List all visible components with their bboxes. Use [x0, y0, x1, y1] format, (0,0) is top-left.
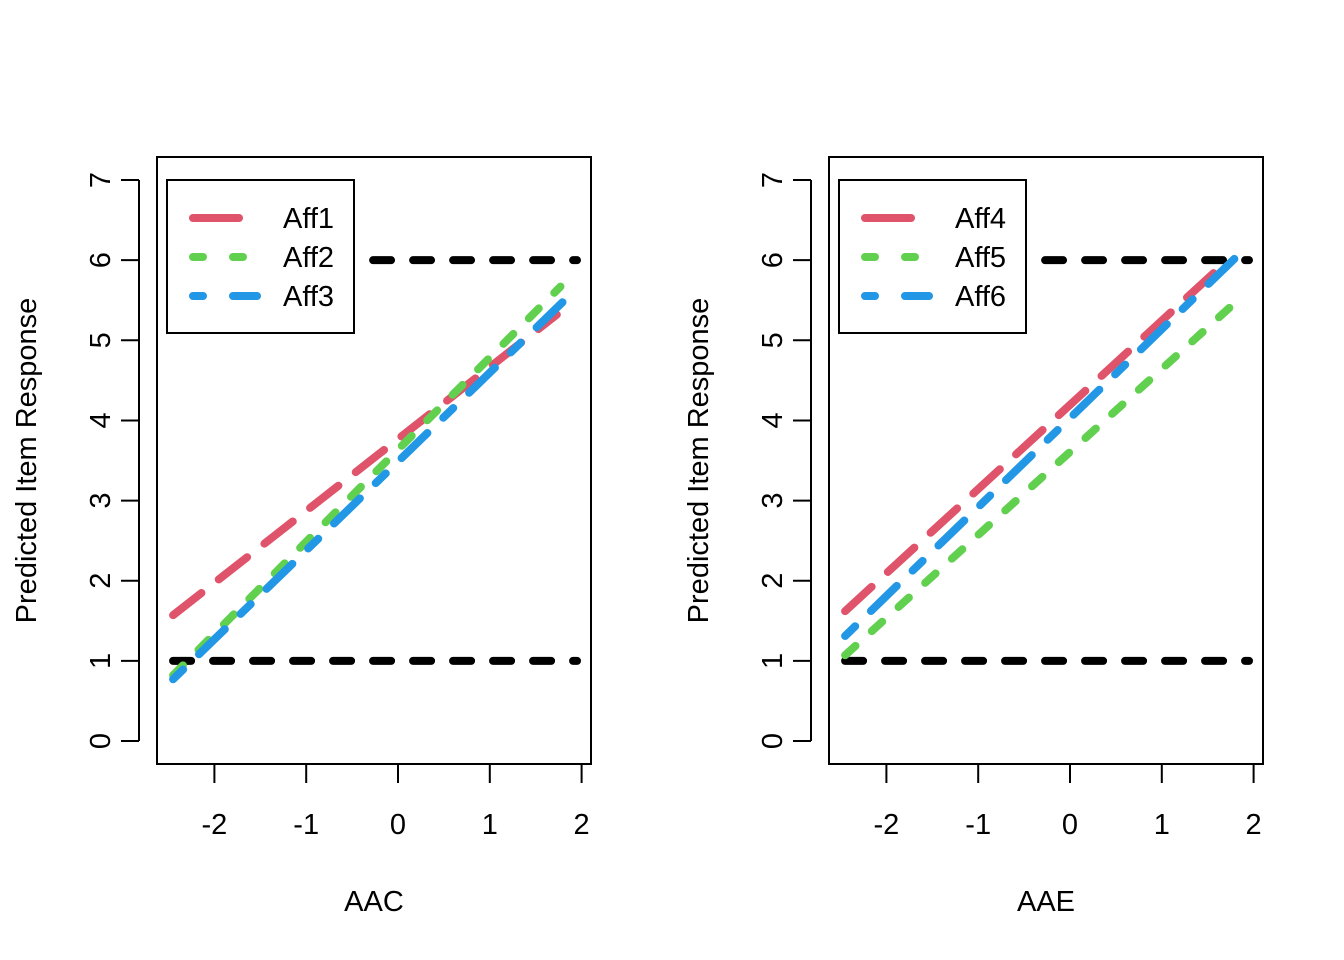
y-tick-label: 7	[757, 172, 789, 188]
x-axis-title: AAE	[1017, 886, 1075, 918]
legend-label: Aff5	[955, 242, 1006, 274]
x-tick-label: -1	[965, 809, 991, 841]
y-tick-label: 1	[757, 653, 789, 669]
y-tick-label: 5	[85, 332, 117, 348]
y-tick-label: 4	[85, 412, 117, 428]
x-tick-label: 2	[1246, 809, 1262, 841]
y-tick-label: 2	[85, 573, 117, 589]
x-tick-label: -2	[202, 809, 228, 841]
reference-lines	[841, 256, 1254, 665]
y-axis-title: Predicted Item Response	[11, 298, 43, 624]
y-tick-label: 3	[85, 493, 117, 509]
y-tick-label: 7	[85, 172, 117, 188]
series-line-aff2	[169, 282, 565, 680]
legend: Aff4 Aff5 Aff6	[838, 179, 1027, 334]
x-axis-title: AAC	[344, 886, 404, 918]
series-line-aff4	[841, 259, 1229, 616]
legend-label: Aff1	[283, 203, 334, 235]
plot-panel-2: 0 1 2 3 4 5 6 7 -2 -1 0 1 2 AAE Predicted Item Respons…	[683, 156, 1264, 918]
x-tick-label: -1	[293, 809, 319, 841]
legend-item-aff1: Aff1	[189, 203, 334, 235]
series-line-aff3	[169, 284, 582, 684]
y-tick-label: 1	[85, 653, 117, 669]
legend-item-aff5: Aff5	[861, 242, 1006, 274]
x-tick-label: -2	[874, 809, 900, 841]
series-lines	[841, 243, 1251, 660]
y-axis: 0 1 2 3 4 5 6 7	[85, 172, 140, 749]
series-line-aff1	[169, 310, 561, 620]
x-axis: -2 -1 0 1 2	[202, 763, 590, 841]
series-line-aff5	[841, 301, 1237, 660]
y-tick-label: 6	[85, 252, 117, 268]
x-tick-label: 1	[1154, 809, 1170, 841]
y-tick-label: 4	[757, 412, 789, 428]
legend-label: Aff6	[955, 281, 1006, 313]
y-tick-label: 0	[85, 733, 117, 749]
x-tick-label: 0	[390, 809, 406, 841]
legend-label: Aff3	[283, 281, 334, 313]
legend-item-aff2: Aff2	[189, 242, 334, 274]
y-axis-title: Predicted Item Response	[683, 298, 715, 624]
series-line-aff6	[841, 243, 1251, 641]
legend-item-aff6: Aff6	[861, 281, 1006, 313]
x-tick-label: 1	[482, 809, 498, 841]
y-axis: 0 1 2 3 4 5 6 7	[757, 172, 812, 749]
plot-panel-1: 0 1 2 3 4 5 6 7 -2 -1 0 1 2 AAC Predicted Item Respons…	[11, 156, 592, 918]
y-tick-label: 0	[757, 733, 789, 749]
legend-item-aff4: Aff4	[861, 203, 1006, 235]
x-tick-label: 0	[1062, 809, 1078, 841]
y-tick-label: 3	[757, 493, 789, 509]
legend: Aff1 Aff2 Aff3	[166, 179, 355, 334]
y-tick-label: 2	[757, 573, 789, 589]
legend-item-aff3: Aff3	[189, 281, 334, 313]
x-axis: -2 -1 0 1 2	[874, 763, 1262, 841]
y-tick-label: 6	[757, 252, 789, 268]
y-tick-label: 5	[757, 332, 789, 348]
reference-lines	[169, 256, 582, 665]
x-tick-label: 2	[574, 809, 590, 841]
series-lines	[169, 282, 582, 684]
legend-label: Aff4	[955, 203, 1006, 235]
legend-label: Aff2	[283, 242, 334, 274]
